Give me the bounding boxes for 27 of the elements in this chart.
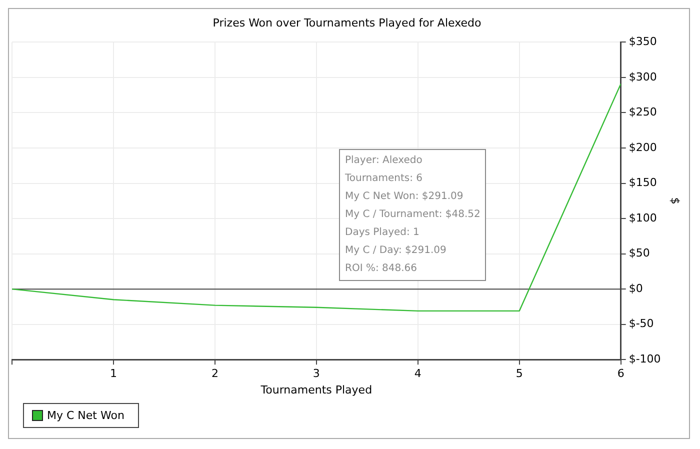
annotation: Player: Alexedo (345, 154, 424, 168)
annotation: Days Played: 1 (345, 226, 420, 240)
y-tick-label: $250 (628, 106, 657, 119)
x-tick-label: 2 (211, 367, 218, 380)
annotation: Tournaments: 6 (345, 172, 424, 186)
legend-label: My C Net Won (47, 409, 124, 422)
y-tick-label: $0 (628, 282, 643, 295)
x-tick-label: 1 (110, 367, 117, 380)
x-tick-label: 5 (516, 367, 523, 380)
y-tick-label: $-100 (628, 352, 661, 366)
annotation: My C / Day: $291.09 (345, 244, 448, 258)
annotation: My C / Tournament: $48.52 (345, 208, 480, 222)
y-tick-label: $350 (628, 35, 657, 48)
y-tick-label: $150 (628, 176, 657, 190)
y-tick-label: $50 (628, 246, 650, 260)
x-tick-label: 6 (617, 367, 624, 380)
x-tick-label: 3 (312, 367, 320, 380)
x-axis-title: Tournaments Played (260, 383, 372, 396)
annotation: ROI %: 848.66 (345, 262, 418, 276)
y-tick-label: $-50 (628, 317, 654, 330)
chart-title: Prizes Won over Tournaments Played for Alexedo (212, 16, 482, 30)
y-tick-label: $100 (628, 211, 657, 224)
x-tick-label: 4 (414, 367, 422, 380)
y-axis-title: $ (668, 197, 682, 204)
y-tick-label: $300 (628, 70, 657, 84)
annotation: My C Net Won: $291.09 (345, 190, 464, 204)
y-tick-label: $200 (628, 140, 657, 154)
